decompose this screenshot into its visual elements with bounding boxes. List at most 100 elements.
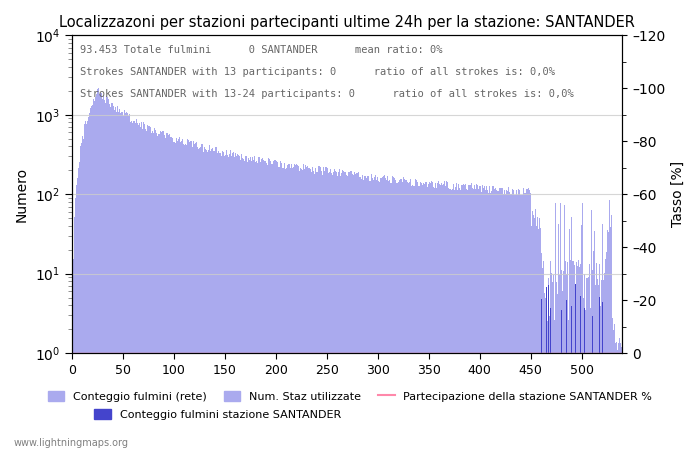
Bar <box>169 137 171 450</box>
Bar <box>320 167 321 450</box>
Bar <box>463 184 464 450</box>
Bar <box>186 145 187 450</box>
Bar <box>246 156 247 450</box>
Bar <box>222 151 223 450</box>
Bar <box>512 189 513 450</box>
Bar <box>294 164 295 450</box>
Bar <box>178 137 180 450</box>
Bar <box>351 171 352 450</box>
Bar <box>546 327 547 450</box>
Bar <box>148 126 149 450</box>
Bar <box>79 162 80 450</box>
Bar <box>214 147 216 450</box>
Bar <box>260 162 261 450</box>
Bar <box>414 186 415 450</box>
Bar <box>150 126 151 450</box>
Bar <box>547 321 548 450</box>
Bar <box>92 105 93 450</box>
Bar <box>464 185 466 450</box>
Bar <box>236 157 237 450</box>
Bar <box>128 116 129 450</box>
Bar <box>403 177 404 450</box>
Bar <box>613 330 615 450</box>
Bar <box>261 159 262 450</box>
Bar <box>245 157 246 450</box>
Bar <box>556 282 557 450</box>
Bar <box>562 291 564 450</box>
Bar <box>434 188 435 450</box>
Bar <box>162 131 164 450</box>
Bar <box>356 173 357 450</box>
Bar <box>382 177 383 450</box>
Bar <box>536 226 537 450</box>
Bar <box>448 188 449 450</box>
Bar <box>548 278 549 450</box>
Bar <box>90 108 91 450</box>
Bar <box>180 142 181 450</box>
Bar <box>437 184 438 450</box>
Bar <box>234 157 235 450</box>
Bar <box>263 160 265 450</box>
Bar <box>299 171 300 450</box>
Bar <box>605 259 606 450</box>
Bar <box>287 165 288 450</box>
Bar <box>425 182 426 450</box>
Bar <box>546 287 547 450</box>
Bar <box>232 153 233 450</box>
Bar <box>550 261 551 450</box>
Bar <box>284 163 285 450</box>
Bar <box>347 176 348 450</box>
Bar <box>569 229 570 450</box>
Bar <box>444 181 445 450</box>
Bar <box>379 178 381 450</box>
Bar <box>428 182 430 450</box>
Text: Strokes SANTANDER with 13 participants: 0      ratio of all strokes is: 0,0%: Strokes SANTANDER with 13 participants: … <box>80 67 555 77</box>
Bar <box>241 154 242 450</box>
Text: Strokes SANTANDER with 13-24 participants: 0      ratio of all strokes is: 0,0%: Strokes SANTANDER with 13-24 participant… <box>80 90 574 99</box>
Bar <box>367 178 368 450</box>
Bar <box>541 253 542 450</box>
Bar <box>452 189 453 450</box>
Bar <box>78 168 79 450</box>
Bar <box>206 150 207 450</box>
Bar <box>458 184 459 450</box>
Bar <box>544 293 545 450</box>
Bar <box>531 226 532 450</box>
Bar <box>548 285 549 450</box>
Bar <box>199 148 200 450</box>
Bar <box>504 190 505 450</box>
Bar <box>477 189 479 450</box>
Bar <box>554 320 555 450</box>
Bar <box>321 175 323 450</box>
Bar <box>307 166 308 450</box>
Bar <box>160 131 162 450</box>
Bar <box>589 264 590 450</box>
Bar <box>404 179 405 450</box>
Bar <box>566 300 568 450</box>
Bar <box>400 179 401 450</box>
Bar <box>451 190 452 450</box>
Bar <box>300 168 301 450</box>
Bar <box>301 169 302 450</box>
Bar <box>410 179 412 450</box>
Bar <box>600 306 601 450</box>
Bar <box>384 175 385 450</box>
Bar <box>419 182 421 450</box>
Bar <box>386 180 387 450</box>
Bar <box>154 128 155 450</box>
Bar <box>310 169 312 450</box>
Bar <box>566 274 568 450</box>
Bar <box>511 194 512 450</box>
Bar <box>423 183 424 450</box>
Bar <box>336 172 337 450</box>
Bar <box>543 261 544 450</box>
Bar <box>272 161 274 450</box>
Bar <box>132 123 133 450</box>
Bar <box>130 122 131 450</box>
Bar <box>147 125 148 450</box>
Bar <box>116 112 117 450</box>
Bar <box>71 353 73 450</box>
Bar <box>494 189 495 450</box>
Bar <box>136 119 137 450</box>
Bar <box>561 310 562 450</box>
